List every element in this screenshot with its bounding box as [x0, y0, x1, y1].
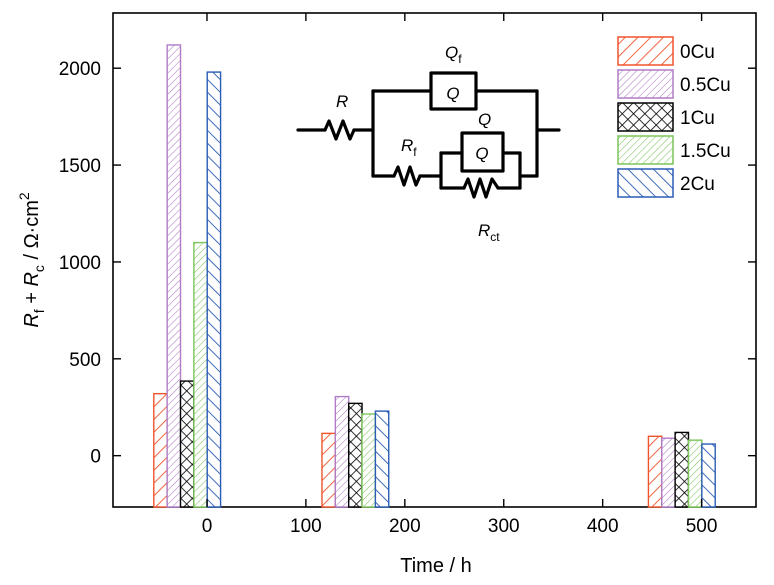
legend-label-2Cu: 2Cu	[680, 174, 715, 195]
resistor-rct-symbol	[462, 177, 500, 199]
x-tick-label: 200	[389, 516, 421, 537]
bar-1Cu-group-2	[347, 402, 363, 508]
circuit-inset	[296, 71, 561, 199]
cpe-qf-box	[429, 71, 478, 111]
x-tick-label: 500	[686, 516, 718, 537]
y-tick-label: 2000	[59, 59, 101, 80]
legend-label-0Cu: 0Cu	[680, 42, 715, 63]
legend-swatch-2Cu	[617, 168, 674, 198]
resistor-r-symbol	[323, 119, 356, 141]
y-tick-label: 1000	[59, 253, 101, 274]
bar-2Cu-group-3	[701, 443, 716, 508]
legend-swatch-1_5Cu	[617, 135, 674, 165]
y-tick-label: 500	[69, 350, 101, 371]
legend-swatch-0_5Cu	[617, 69, 674, 99]
bar-0Cu-group-3	[647, 435, 663, 508]
bar-0Cu-group-1	[153, 392, 168, 508]
label-rf: Rf	[401, 136, 417, 159]
x-axis-title: Time / h	[400, 555, 472, 577]
bar-1_5Cu-group-1	[193, 241, 208, 508]
bar-2Cu-group-1	[206, 71, 222, 508]
legend-label-1Cu: 1Cu	[680, 108, 715, 129]
bar-1Cu-group-3	[674, 431, 690, 508]
y-axis: 0 500 1000 1500 2000	[59, 59, 756, 468]
x-tick-label: 100	[290, 516, 322, 537]
label-rct: Rct	[478, 221, 500, 244]
label-qf-box: Q	[446, 84, 459, 103]
legend-swatch-1Cu	[617, 102, 674, 132]
label-qf: Qf	[445, 43, 462, 66]
legend-swatch-0Cu	[617, 36, 674, 66]
legend-label-0_5Cu: 0.5Cu	[680, 75, 731, 96]
label-q: Q	[478, 110, 491, 129]
resistor-rf-symbol	[392, 165, 422, 187]
bar-0_5Cu-group-2	[334, 395, 350, 508]
label-r: R	[336, 92, 348, 111]
y-tick-label: 0	[90, 447, 101, 468]
legend-label-1_5Cu: 1.5Cu	[680, 141, 731, 162]
y-tick-label: 1500	[59, 156, 101, 177]
x-tick-label: 0	[202, 516, 213, 537]
bar-1_5Cu-group-3	[687, 439, 703, 508]
bar-1_5Cu-group-2	[361, 413, 377, 508]
x-axis: 0 100 200 300 400 500	[202, 13, 718, 537]
bars-layer	[153, 44, 716, 508]
legend: 0Cu 0.5Cu 1Cu 1.5Cu 2Cu	[617, 36, 731, 198]
label-q-box: Q	[475, 144, 488, 163]
y-axis-title: Rf + Rc / Ω·cm2	[16, 192, 47, 328]
bar-0_5Cu-group-1	[166, 44, 182, 508]
bar-1Cu-group-1	[179, 380, 195, 508]
bar-2Cu-group-2	[374, 410, 390, 508]
bar-0Cu-group-2	[321, 432, 337, 508]
x-tick-label: 400	[587, 516, 619, 537]
circuit-labels: R Rf Qf Q Q Q Rct	[336, 43, 500, 244]
x-tick-label: 300	[488, 516, 520, 537]
plot-frame	[112, 12, 757, 508]
cpe-q-box	[460, 131, 505, 173]
bar-0_5Cu-group-3	[661, 437, 676, 508]
